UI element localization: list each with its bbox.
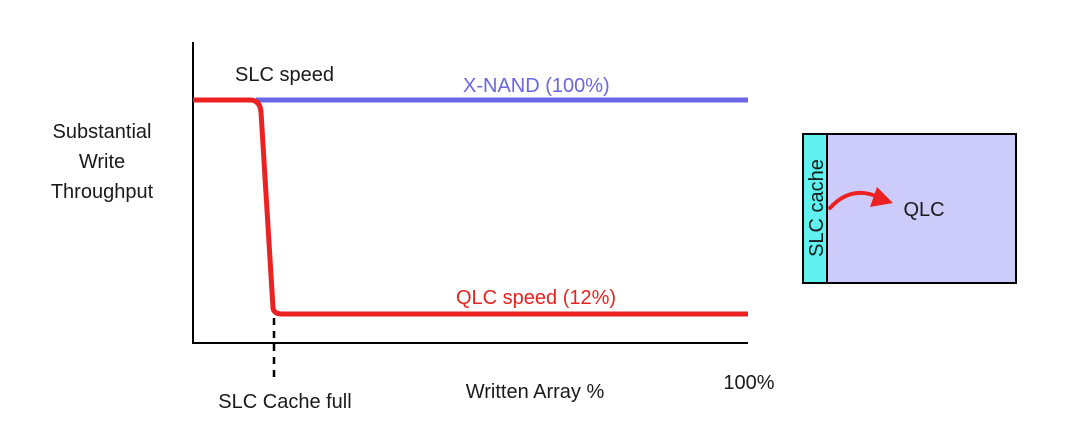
storage-box: SLC cache QLC — [802, 133, 1017, 284]
xnand-label: X-NAND (100%) — [463, 75, 610, 97]
slc-cache-label: SLC cache — [806, 159, 828, 257]
qlc-label: QLC — [903, 199, 944, 221]
slc-speed-label: SLC speed — [235, 64, 334, 86]
qlc-speed-label: QLC speed (12%) — [456, 287, 616, 309]
migration-arrowhead-icon — [870, 187, 893, 207]
x-axis-end-label: 100% — [723, 372, 774, 394]
qlc-region — [826, 133, 1017, 284]
slc-cache-strip — [802, 133, 828, 284]
y-axis-label-line-2: Write — [79, 151, 125, 173]
y-axis-label-line-1: Substantial — [53, 121, 152, 143]
y-axis-label-line-3: Throughput — [51, 181, 154, 203]
qlc-throughput-line — [193, 97, 748, 317]
x-axis-label: Written Array % — [466, 381, 605, 403]
slc-cache-full-label: SLC Cache full — [218, 391, 351, 413]
migration-arrow-icon — [828, 191, 878, 210]
